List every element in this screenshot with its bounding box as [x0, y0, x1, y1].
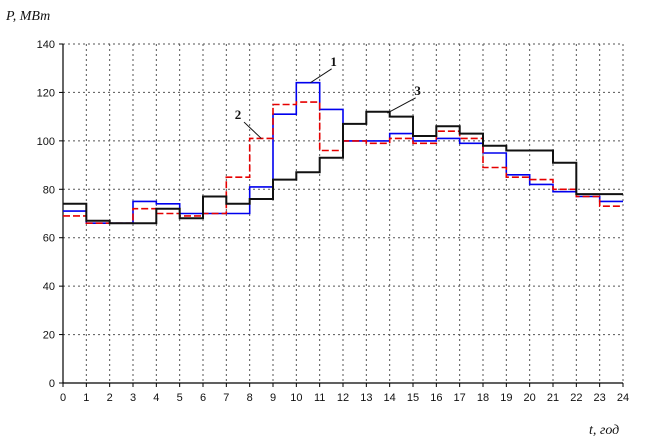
- x-tick-label: 9: [270, 392, 276, 404]
- x-tick-label: 19: [500, 392, 512, 404]
- y-axis-label: P, МВт: [5, 9, 50, 24]
- x-tick-label: 13: [360, 392, 372, 404]
- x-tick-label: 18: [477, 392, 489, 404]
- annotation-leader: [243, 121, 262, 139]
- y-tick-label: 140: [37, 39, 55, 51]
- x-tick-label: 0: [60, 392, 66, 404]
- x-tick-label: 4: [153, 392, 159, 404]
- x-axis-label: t, год: [589, 423, 619, 438]
- annotations: 1 2 3: [235, 54, 421, 139]
- x-tick-label: 20: [524, 392, 536, 404]
- x-tick-label: 17: [454, 392, 466, 404]
- y-tick-label: 0: [49, 378, 55, 390]
- x-tick-label: 23: [594, 392, 606, 404]
- x-tick-label: 16: [430, 392, 442, 404]
- annotation-leader: [310, 68, 332, 84]
- x-tick-label: 11: [314, 392, 325, 404]
- x-tick-label: 22: [570, 392, 582, 404]
- x-tick-label: 2: [107, 392, 113, 404]
- x-tick-label: 12: [337, 392, 349, 404]
- x-tick-label: 14: [384, 392, 396, 404]
- x-tick-label: 24: [617, 392, 629, 404]
- grid: [63, 43, 624, 383]
- y-tick-label: 120: [37, 87, 55, 99]
- axes: [59, 43, 624, 387]
- y-tick-label: 20: [43, 330, 55, 342]
- x-tick-label: 8: [247, 392, 253, 404]
- series-3-line: [63, 110, 623, 225]
- x-tick-label: 3: [130, 392, 136, 404]
- annotation-label: 3: [414, 83, 421, 98]
- x-tick-label: 10: [290, 392, 302, 404]
- y-tick-label: 80: [43, 184, 55, 196]
- annotation-leader: [387, 97, 416, 114]
- x-tick-label: 7: [223, 392, 229, 404]
- x-tick-label: 21: [547, 392, 559, 404]
- x-tick-label: 5: [177, 392, 183, 404]
- x-tick-label: 1: [83, 392, 89, 404]
- y-tick-label: 100: [37, 136, 55, 148]
- tick-labels: 0 1 2 3 4 5 6 7 8 9 10 11 12 13 14 15 16 17 18 19 20 21 22 23 24…: [37, 39, 629, 404]
- x-tick-label: 6: [200, 392, 206, 404]
- annotation-label: 1: [330, 54, 337, 69]
- y-tick-label: 40: [43, 281, 55, 293]
- y-tick-label: 60: [43, 233, 55, 245]
- series-lines: [63, 81, 623, 225]
- x-tick-label: 15: [407, 392, 419, 404]
- annotation-label: 2: [235, 107, 242, 122]
